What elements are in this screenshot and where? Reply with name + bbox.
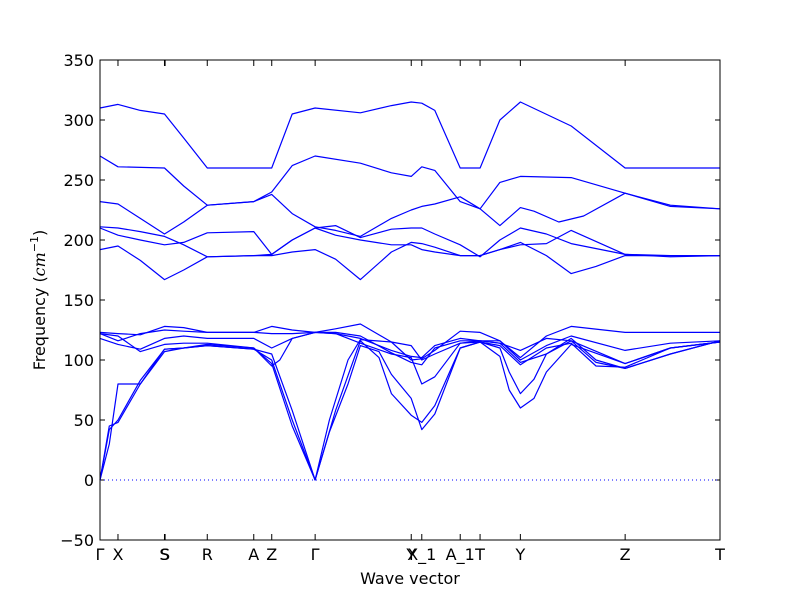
x-tick-label: X_1 — [407, 545, 436, 565]
y-axis-title-exponent: −1 — [28, 236, 41, 252]
phonon-branch — [99, 241, 720, 281]
y-tick-label: 350 — [63, 51, 94, 70]
plot-frame — [99, 59, 721, 541]
x-tick-label: T — [714, 545, 725, 564]
y-axis-title: Frequency (cm−1) — [28, 230, 49, 371]
y-tick-label: 300 — [63, 111, 94, 130]
phonon-branch — [99, 331, 721, 385]
x-tick-label: Γ — [311, 545, 320, 564]
y-tick-label: 150 — [63, 291, 94, 310]
phonon-branch — [99, 225, 721, 258]
x-tick-label: Y — [405, 545, 416, 564]
y-tick-label: 0 — [84, 471, 94, 490]
y-axis-title-unit: cm — [30, 252, 49, 276]
plot-background — [100, 60, 720, 540]
x-tick-label: T — [474, 545, 485, 564]
y-tick-label: 250 — [63, 171, 94, 190]
phonon-branch — [99, 227, 720, 257]
x-tick-label: Y — [514, 545, 525, 564]
x-tick-label: S — [159, 545, 169, 564]
y-axis-ticks: −50 0 50 100 150 200 250 300 350 — [60, 51, 720, 550]
y-axis-title-close: ) — [30, 230, 49, 236]
phonon-branch — [99, 101, 720, 169]
x-tick-label: S — [160, 545, 170, 564]
y-axis-title-main: Frequency ( — [30, 276, 49, 370]
x-tick-label: A_1 — [446, 545, 475, 565]
y-tick-label: 50 — [74, 411, 94, 430]
x-tick-label: X — [112, 545, 123, 564]
phonon-branch — [99, 155, 721, 210]
x-tick-label: Z — [266, 545, 277, 564]
x-tick-label: A — [248, 545, 259, 564]
x-axis-ticks: Γ X SS R A Z Γ YX_1 A_1 T Y Z T — [96, 60, 725, 565]
y-tick-label: 100 — [63, 351, 94, 370]
x-tick-label: R — [202, 545, 213, 564]
phonon-branch — [99, 329, 721, 361]
x-tick-label: Γ — [96, 545, 105, 564]
phonon-branch — [99, 340, 721, 481]
x-tick-label: Z — [620, 545, 631, 564]
phonon-branch — [99, 192, 721, 237]
y-tick-label: −50 — [60, 531, 94, 550]
dispersion-curves — [99, 101, 721, 481]
y-tick-label: 200 — [63, 231, 94, 250]
x-axis-title: Wave vector — [360, 569, 460, 588]
